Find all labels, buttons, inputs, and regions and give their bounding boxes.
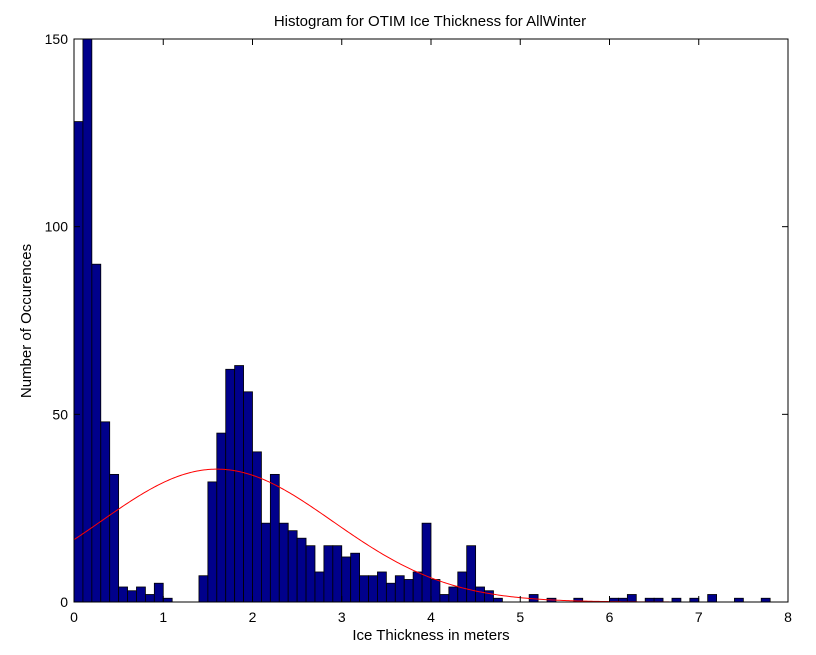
histogram-bar <box>394 575 405 603</box>
x-tick-label: 5 <box>516 609 524 625</box>
histogram-bar <box>493 597 503 603</box>
histogram-bar <box>484 590 494 603</box>
histogram-bar <box>261 522 271 603</box>
ticks-group: 0 1 2 3 4 5 6 7 8 0 50 100 150 <box>45 31 792 625</box>
histogram-bar <box>466 545 477 603</box>
bars-group <box>73 38 771 603</box>
histogram-bar <box>225 368 236 603</box>
histogram-bar <box>689 597 700 603</box>
x-tick-label: 6 <box>606 609 614 625</box>
histogram-bar <box>385 582 396 603</box>
histogram-bar <box>82 38 93 603</box>
x-tick-label: 7 <box>695 609 703 625</box>
histogram-bar <box>707 594 717 603</box>
histogram-bar <box>412 571 423 603</box>
histogram-bar <box>118 586 128 603</box>
histogram-bar <box>314 571 325 603</box>
histogram-bar <box>368 575 378 603</box>
x-tick-label: 3 <box>338 609 346 625</box>
histogram-bar <box>278 522 289 603</box>
histogram-bar <box>144 594 155 603</box>
histogram-bar <box>234 365 244 603</box>
histogram-bar <box>341 556 352 603</box>
histogram-bar <box>403 579 414 603</box>
histogram-bar <box>109 473 120 603</box>
y-tick-label: 50 <box>52 406 68 422</box>
histogram-bar <box>421 522 432 603</box>
x-tick-label: 4 <box>427 609 435 625</box>
histogram-bar <box>91 263 102 603</box>
histogram-bar <box>243 391 253 603</box>
histogram-bar <box>162 597 173 603</box>
histogram-bar <box>296 537 307 603</box>
histogram-bar <box>198 575 209 603</box>
x-tick-label: 8 <box>784 609 792 625</box>
histogram-bar <box>100 421 111 603</box>
histogram-bar <box>734 597 744 603</box>
histogram-bar <box>305 545 316 603</box>
y-tick-label: 100 <box>45 219 69 235</box>
x-axis-title: Ice Thickness in meters <box>352 627 509 644</box>
histogram-bar <box>207 481 218 603</box>
histogram-bar <box>269 473 280 603</box>
histogram-bar <box>323 545 334 603</box>
histogram-bar <box>287 530 298 603</box>
histogram-bar <box>448 586 459 603</box>
histogram-bar <box>350 552 360 603</box>
histogram-bar <box>760 597 771 603</box>
x-tick-label: 0 <box>70 609 78 625</box>
y-tick-label: 150 <box>45 31 69 47</box>
histogram-bar <box>136 586 146 603</box>
histogram-bar <box>430 579 441 603</box>
histogram-bar <box>475 586 485 603</box>
x-tick-label: 1 <box>159 609 167 625</box>
histogram-bar <box>439 594 450 603</box>
x-tick-label: 2 <box>249 609 257 625</box>
histogram-bar <box>153 582 164 603</box>
y-tick-label: 0 <box>60 594 68 610</box>
histogram-bar <box>359 575 369 603</box>
histogram-bar <box>671 597 682 603</box>
chart-title: Histogram for OTIM Ice Thickness for All… <box>274 13 586 30</box>
histogram-bar <box>252 451 262 603</box>
y-axis-title: Number of Occurences <box>18 244 35 398</box>
histogram-bar <box>73 121 84 603</box>
histogram-bar <box>127 590 137 603</box>
histogram-bar <box>377 571 387 603</box>
histogram-bar <box>216 432 227 603</box>
histogram-bar <box>332 545 343 603</box>
histogram-bar <box>626 594 637 603</box>
